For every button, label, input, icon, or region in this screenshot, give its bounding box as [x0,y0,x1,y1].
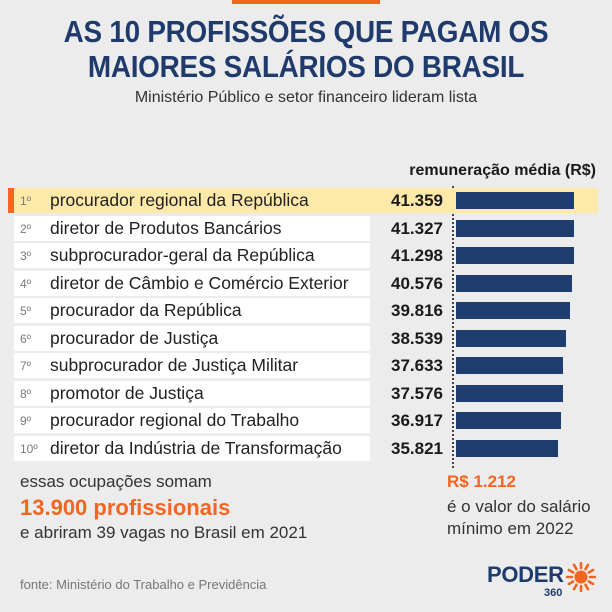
logo-number: 360 [544,587,563,599]
logo-wordmark: PODER [487,562,564,587]
value-column-header: remuneração média (R$) [409,162,596,179]
row-background [14,298,370,323]
salary-bar [456,384,564,402]
rank-label: 2º [20,221,32,236]
salary-bar [456,329,566,347]
source-note: fonte: Ministério do Trabalho e Previdên… [20,577,267,592]
salary-bar [456,439,559,457]
salary-bar [456,274,572,292]
rank-label: 5º [20,304,32,318]
profession-label: subprocurador de Justiça Militar [50,355,299,375]
summary-line-1: essas ocupações somam [20,472,212,491]
value-label: 35.821 [391,438,443,458]
salary-bar [456,192,574,209]
value-label: 39.816 [391,301,443,320]
table-row: 4º diretor de Câmbio e Comércio Exterior 4… [0,270,612,296]
salary-bar [456,247,574,264]
rank-label: 10º [20,441,38,456]
minimum-wage-line-2: mínimo em 2022 [447,519,574,538]
profession-label: promotor de Justiça [50,382,204,403]
rank-label: 6º [20,331,32,346]
table-row: 2º diretor de Produtos Bancários 41.327 [0,215,612,241]
bar-baseline-divider [452,186,454,468]
row-background [14,325,370,351]
table-row-highlighted: 1º procurador regional da República 41.359 [0,188,612,213]
value-label: 41.327 [391,218,443,238]
row-background [14,270,370,296]
table-row: 3º subprocurador-geral da República 41.298 [0,243,612,268]
row-background [14,435,370,461]
sun-icon [566,562,596,592]
table-row: 10º diretor da Indústria de Transformação… [0,435,612,461]
profession-label: procurador regional da República [50,190,309,210]
table-row: 7º subprocurador de Justiça Militar 37.633 [0,353,612,378]
row-background [14,243,370,268]
profession-label: diretor de Produtos Bancários [50,217,282,238]
value-label: 41.359 [391,191,443,210]
salary-bar [456,357,564,374]
minimum-wage-line-1: é o valor do salário [447,497,591,516]
rank-label: 3º [20,249,32,263]
minimum-wage-value: R$ 1.212 [447,472,516,491]
salary-bar [456,412,562,429]
value-label: 36.917 [391,411,443,430]
top-accent-bar [232,0,380,4]
subtitle: Ministério Público e setor financeiro li… [134,89,478,106]
row-background [14,215,370,241]
row-background [14,353,370,378]
table-row: 9º procurador regional do Trabalho 36.917 [0,408,612,433]
profession-label: diretor de Câmbio e Comércio Exterior [50,272,349,293]
salary-bar [456,302,570,319]
profession-label: procurador da República [50,300,242,320]
highlight-marker [8,188,14,213]
rank-label: 8º [20,386,32,401]
profession-label: diretor da Indústria de Transformação [50,437,342,458]
value-label: 38.539 [391,328,443,348]
table-row: 6º procurador de Justiça 38.539 [0,325,612,351]
salary-bar [456,219,574,237]
table-row: 8º promotor de Justiça 37.576 [0,380,612,406]
summary-line-2: e abriram 39 vagas no Brasil em 2021 [20,523,308,542]
profession-label: procurador regional do Trabalho [50,410,300,430]
rank-label: 1º [20,194,32,208]
summary-highlight: 13.900 profissionais [20,495,231,520]
rank-label: 4º [20,276,32,291]
profession-label: subprocurador-geral da República [50,245,315,265]
value-label: 37.633 [391,356,443,375]
value-label: 40.576 [391,273,443,293]
rank-label: 7º [20,359,32,373]
row-background [14,408,370,433]
value-label: 41.298 [391,246,443,265]
title-line-1: AS 10 PROFISSÕES QUE PAGAM OS [63,14,549,49]
value-label: 37.576 [391,383,443,403]
row-background [14,380,370,406]
ranking-table: 1º procurador regional da República 41.359… [0,188,612,463]
table-row: 5º procurador da República 39.816 [0,298,612,323]
profession-label: procurador de Justiça [50,327,219,348]
title-line-2: MAIORES SALÁRIOS DO BRASIL [87,49,525,84]
rank-label: 9º [20,414,32,428]
